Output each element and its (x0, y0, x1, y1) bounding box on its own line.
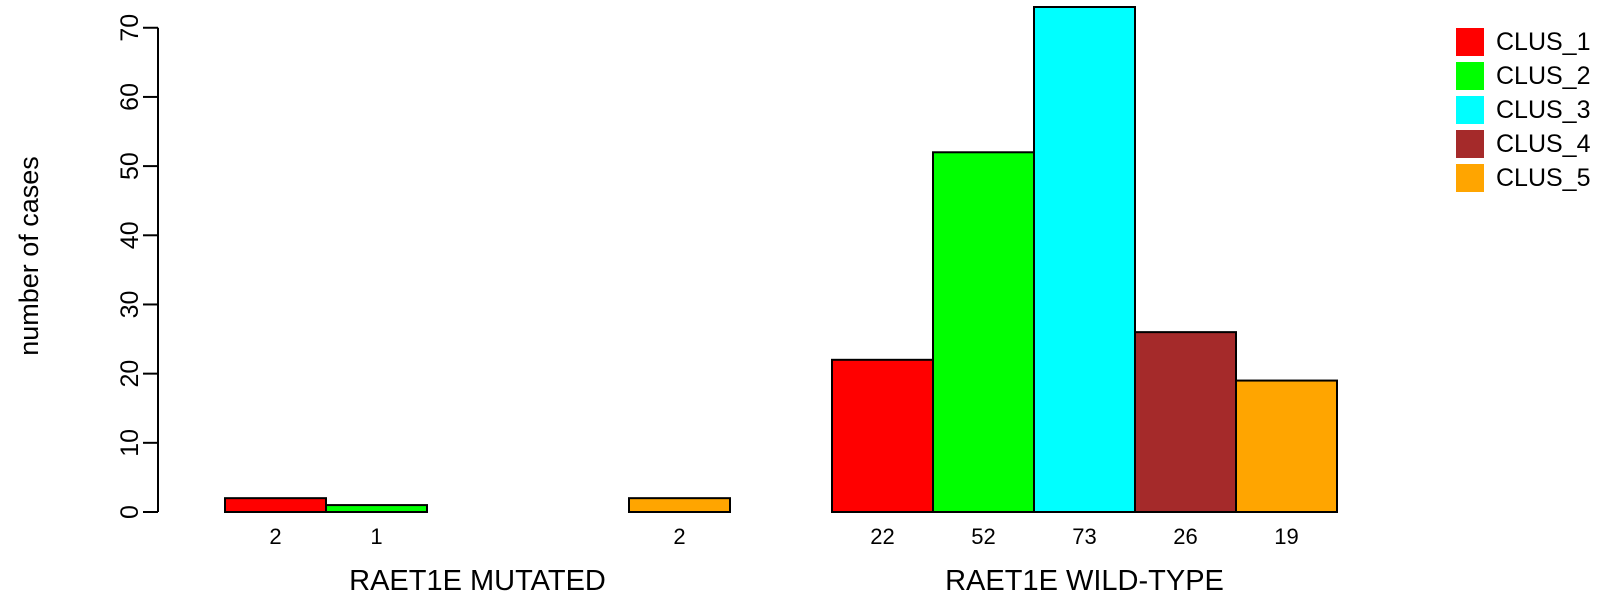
legend-swatch (1456, 62, 1484, 90)
legend: CLUS_1 CLUS_2 CLUS_3 CLUS_4 CLUS_5 (1456, 28, 1591, 192)
legend-label: CLUS_2 (1496, 62, 1591, 90)
bar (224, 497, 327, 514)
bar (1033, 6, 1136, 513)
group-labels: RAET1E MUTATED RAET1E WILD-TYPE (349, 565, 1224, 596)
bar (1134, 331, 1237, 513)
count-label: 2 (673, 524, 685, 549)
bar (1235, 379, 1338, 513)
legend-swatch (1456, 130, 1484, 158)
y-tick-label: 30 (116, 291, 144, 319)
y-axis: 0 10 20 30 40 50 60 70 (116, 14, 159, 519)
y-tick-label: 20 (116, 360, 144, 388)
legend-label: CLUS_1 (1496, 28, 1591, 56)
group-label: RAET1E WILD-TYPE (945, 565, 1224, 596)
count-label: 52 (971, 524, 995, 549)
legend-swatch (1456, 28, 1484, 56)
count-label: 22 (870, 524, 894, 549)
bar (932, 151, 1035, 513)
count-label: 1 (370, 524, 382, 549)
legend-label: CLUS_5 (1496, 164, 1591, 192)
count-label: 19 (1274, 524, 1298, 549)
count-label: 73 (1072, 524, 1096, 549)
y-tick-label: 50 (116, 152, 144, 180)
y-tick-label: 60 (116, 83, 144, 111)
bar (325, 504, 428, 513)
y-tick-label: 0 (116, 505, 144, 519)
count-label: 26 (1173, 524, 1197, 549)
y-axis-title: number of cases (14, 156, 44, 356)
legend-swatch (1456, 96, 1484, 124)
y-tick-label: 10 (116, 429, 144, 457)
count-labels: 2 1 2 22 52 73 26 19 (269, 524, 1298, 549)
legend-swatch (1456, 164, 1484, 192)
y-tick-label: 40 (116, 221, 144, 249)
count-label: 2 (269, 524, 281, 549)
group-label: RAET1E MUTATED (349, 565, 606, 596)
bars (224, 6, 1338, 514)
bar (628, 497, 731, 514)
legend-label: CLUS_4 (1496, 130, 1591, 158)
legend-label: CLUS_3 (1496, 96, 1591, 124)
bar (831, 358, 934, 514)
y-tick-label: 70 (116, 14, 144, 42)
